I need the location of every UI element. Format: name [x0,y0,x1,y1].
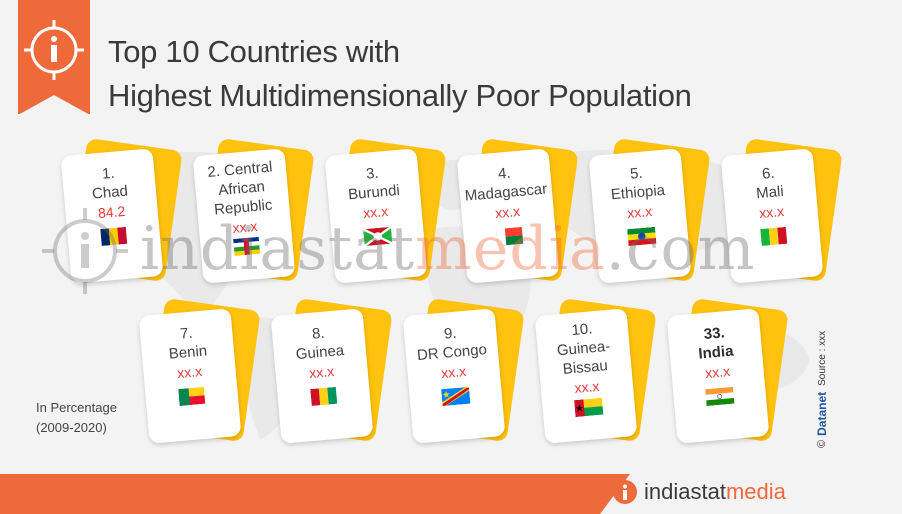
card-face: 33. India xx.x [666,308,770,444]
rank-label: 8. [311,324,326,343]
rank-label: 4. [497,164,512,183]
country-card: 33. India xx.x [666,297,789,447]
country-card: 7. Benin xx.x [138,297,261,447]
guinea-flag-icon [309,386,338,407]
card-face: 4. Madagascar xx.x [456,148,560,284]
rank-label: 10. [570,320,594,340]
country-name: India [697,342,735,363]
brand-info-icon [613,480,637,504]
info-icon [24,20,84,80]
brand-name-part-2: media [725,479,786,504]
brand-name: indiastatmedia [644,479,786,505]
country-card: 4. Madagascar xx.x [456,137,579,287]
mali-flag-icon [759,226,788,247]
datanet-logo: Datanet [815,391,829,436]
country-card: 3. Burundi xx.x [324,137,447,287]
value-label: 84.2 [97,202,126,222]
card-face: 10. Guinea-Bissau xx.x [534,308,638,444]
header-ribbon [18,0,90,115]
country-card: 2. Central African Republic xx.x [192,137,315,287]
source-credit: © Datanet Source : xxx [812,288,832,448]
card-face: 7. Benin xx.x [138,308,242,444]
card-face: 2. Central African Republic xx.x [192,148,296,284]
country-card: 1. Chad 84.2 [60,137,183,287]
india-flag-icon [705,386,735,407]
value-label: xx.x [704,362,731,382]
country-name: Madagascar [464,180,548,205]
country-name: Burundi [347,181,401,204]
guinea-bissau-flag-icon [574,397,604,417]
value-label: xx.x [440,362,467,382]
chad-flag-icon [99,226,128,247]
unit-note: In Percentage (2009-2020) [36,398,117,438]
rank-label: 5. [629,164,644,183]
rank-label: 7. [179,324,194,343]
country-name: African Republic [213,178,274,219]
title-line-1: Top 10 Countries with [108,34,400,69]
rank-label: 6. [761,164,776,183]
country-name: Guinea-Bissau [556,337,611,378]
country-card: 9. DR Congo xx.x [402,297,525,447]
footer-band [0,474,630,514]
brand-logo[interactable]: indiastatmedia [612,478,786,506]
dr-congo-flag-icon [441,386,471,407]
value-label: xx.x [176,362,203,382]
value-label: xx.x [758,202,785,222]
country-card: 6. Mali xx.x [720,137,843,287]
country-name: Guinea [295,342,345,364]
card-face: 1. Chad 84.2 [60,148,164,284]
value-label: xx.x [626,202,653,222]
period-label: (2009-2020) [36,420,107,435]
card-face: 5. Ethiopia xx.x [588,148,692,284]
country-name: Chad [91,182,129,203]
value-label: xx.x [308,362,335,382]
country-card: 10. Guinea-Bissau xx.x [534,297,657,447]
country-name: Ethiopia [610,181,666,204]
benin-flag-icon [177,386,206,407]
brand-name-part-1: indiastat [644,479,726,504]
rank-label: 9. [443,324,458,343]
copyright-symbol: © [816,439,828,448]
country-card: 8. Guinea xx.x [270,297,393,447]
card-face: 3. Burundi xx.x [324,148,428,284]
unit-label: In Percentage [36,400,117,415]
value-label: xx.x [494,202,521,222]
madagascar-flag-icon [495,226,524,247]
rank-label: 33. [703,324,726,344]
burundi-flag-icon [363,226,393,247]
card-face: 6. Mali xx.x [720,148,824,284]
rank-label: 1. [101,164,116,183]
country-card: 5. Ethiopia xx.x [588,137,711,287]
country-name: Benin [168,342,208,363]
title-line-2: Highest Multidimensionally Poor Populati… [108,78,692,113]
card-face: 9. DR Congo xx.x [402,308,506,444]
value-label: xx.x [573,377,601,397]
page-title: Top 10 Countries with Highest Multidimen… [108,30,768,118]
country-name: Mali [755,182,785,203]
rank-label: 3. [365,164,380,183]
value-label: xx.x [231,217,259,237]
country-name: DR Congo [416,341,488,365]
ethiopia-flag-icon [627,226,657,247]
source-text: Source : xxx [816,330,828,386]
value-label: xx.x [362,202,389,222]
card-face: 8. Guinea xx.x [270,308,374,444]
central-african-republic-flag-icon [232,236,261,256]
